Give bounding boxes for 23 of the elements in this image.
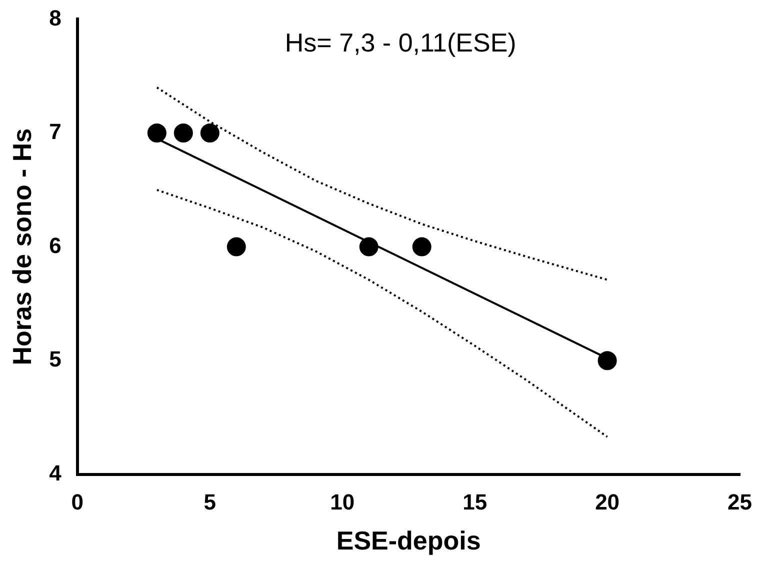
x-axis-title: ESE-depois <box>336 526 481 556</box>
y-tick-label: 6 <box>49 232 62 258</box>
x-tick-label: 25 <box>728 490 752 515</box>
point <box>359 237 378 256</box>
y-axis-title: Horas de sono - Hs <box>6 128 37 366</box>
x-tick-label: 15 <box>462 490 488 515</box>
line-series <box>156 86 608 281</box>
point <box>174 124 193 142</box>
x-tick-label: 10 <box>330 490 355 515</box>
point <box>226 237 246 256</box>
line-series <box>156 188 608 438</box>
y-tick-label: 4 <box>49 460 62 486</box>
y-tick-label: 8 <box>49 5 62 30</box>
y-tick-label: 5 <box>49 346 62 372</box>
y-tick-label: 7 <box>49 119 62 144</box>
point <box>412 237 432 256</box>
point <box>598 351 617 370</box>
x-tick-label: 20 <box>595 490 620 515</box>
x-tick-label: 0 <box>71 490 84 515</box>
annotation: Hs= 7,3 - 0,11(ESE) <box>284 27 516 58</box>
x-tick-label: 5 <box>204 490 216 515</box>
point <box>147 124 166 142</box>
point <box>200 124 220 142</box>
